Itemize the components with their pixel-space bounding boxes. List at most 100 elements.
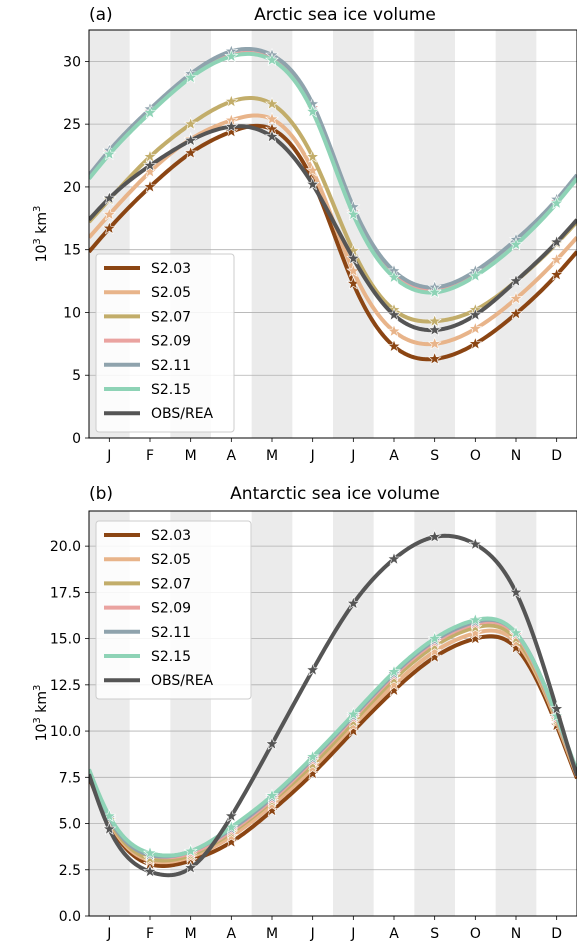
data-point-star — [427, 529, 442, 543]
panel-label: (b) — [89, 484, 113, 504]
data-point-star — [224, 119, 239, 133]
series-line — [89, 51, 577, 295]
data-point-star — [427, 322, 442, 337]
data-point-star — [102, 207, 117, 221]
data-point-star — [224, 808, 239, 823]
legend-label: S2.15 — [151, 382, 191, 398]
data-point-star — [508, 625, 524, 640]
data-point-star — [468, 625, 483, 640]
data-point-star — [264, 788, 280, 802]
x-tick-label: D — [551, 926, 562, 942]
x-tick-label: F — [146, 448, 154, 464]
data-point-star — [346, 251, 361, 265]
data-point-star — [468, 631, 483, 645]
x-tick-label: S — [430, 926, 439, 942]
data-point-star — [264, 129, 280, 143]
y-tick-label: 30 — [63, 54, 81, 70]
data-point-star — [508, 237, 524, 251]
legend: S2.03 S2.05 S2.07 S2.09 S2.11 S2.15 OBS/REA — [95, 520, 252, 700]
data-point-star — [386, 338, 402, 353]
x-tick-label: A — [389, 926, 399, 942]
data-point-star — [549, 234, 564, 249]
panel-label: (a) — [89, 5, 113, 25]
x-tick-label: D — [551, 448, 562, 464]
month-band — [414, 511, 455, 916]
y-tick-label: 15.0 — [50, 632, 81, 648]
data-point-star — [427, 631, 442, 645]
y-tick-label: 17.5 — [50, 585, 81, 601]
data-point-star — [305, 749, 320, 763]
series-line — [89, 124, 577, 333]
month-band — [251, 30, 293, 438]
data-point-star — [549, 267, 564, 281]
legend-label: S2.07 — [151, 576, 191, 592]
data-point-star — [102, 190, 117, 205]
x-tick-label: A — [227, 448, 237, 464]
legend-label: OBS/REA — [151, 406, 214, 422]
y-tick-label: 20 — [63, 180, 81, 196]
data-point-star — [264, 52, 280, 67]
x-tick-label: M — [185, 448, 197, 464]
data-point-star — [346, 207, 361, 221]
data-point-star — [468, 336, 483, 350]
x-tick-label: J — [310, 448, 315, 464]
legend-label: S2.09 — [151, 334, 191, 350]
y-tick-label: 10.0 — [50, 724, 81, 740]
data-point-star — [468, 268, 483, 283]
y-tick-label: 10 — [63, 305, 81, 321]
data-point-star — [386, 323, 402, 338]
data-point-star — [549, 252, 564, 266]
chart-panel-2: 0.0 2.5 5.0 7.5 10.0 12.5 15.0 17.5 20.0 J F M A M J J A… — [32, 484, 577, 942]
data-point-star — [305, 149, 320, 163]
data-point-star — [305, 104, 320, 118]
y-tick-label: 5 — [72, 368, 81, 384]
data-point-star — [508, 306, 524, 320]
chart-title: Antarctic sea ice volume — [230, 484, 440, 504]
data-point-star — [264, 96, 280, 111]
data-point-star — [102, 220, 117, 235]
data-point-star — [508, 585, 524, 599]
x-tick-label: F — [146, 926, 154, 942]
data-point-star — [549, 195, 564, 210]
series-line — [89, 634, 577, 868]
data-point-star — [468, 307, 483, 321]
y-tick-label: 20.0 — [50, 539, 81, 555]
data-point-star — [468, 612, 483, 627]
data-point-star — [142, 864, 158, 878]
x-tick-label: J — [310, 926, 315, 942]
data-point-star — [142, 105, 158, 119]
x-tick-label: O — [470, 448, 481, 464]
data-point-star — [142, 179, 158, 193]
y-tick-label: 12.5 — [50, 678, 81, 694]
x-tick-label: A — [389, 448, 399, 464]
data-point-star — [264, 111, 280, 126]
legend: S2.03 S2.05 S2.07 S2.09 S2.11 S2.15 OBS/REA — [95, 253, 235, 433]
chart-panel-1: 0 5 10 15 20 25 30 J F M A M J J A S O N D Arctic sea ice v… — [32, 5, 577, 464]
x-tick-label: O — [470, 926, 481, 942]
data-point-star — [183, 70, 198, 84]
data-point-star — [508, 273, 524, 288]
data-point-star — [305, 177, 320, 191]
data-point-star — [102, 821, 117, 836]
data-point-star — [142, 845, 158, 860]
data-point-star — [183, 860, 198, 874]
month-band — [414, 30, 455, 438]
legend-label: S2.03 — [151, 528, 191, 544]
legend-label: S2.15 — [151, 649, 191, 665]
y-tick-label: 15 — [63, 243, 81, 259]
legend-label: S2.07 — [151, 309, 191, 325]
y-tick-label: 25 — [63, 117, 81, 133]
legend-label: OBS/REA — [151, 673, 214, 689]
data-point-star — [346, 707, 361, 721]
x-tick-label: N — [511, 926, 521, 942]
y-axis-label: 103 km3 — [32, 685, 50, 742]
data-point-star — [183, 145, 198, 159]
data-point-star — [264, 736, 280, 750]
x-tick-label: M — [266, 448, 278, 464]
legend-label: S2.11 — [151, 358, 191, 374]
data-point-star — [427, 285, 442, 299]
x-tick-label: A — [227, 926, 237, 942]
axes-frame — [88, 510, 577, 917]
data-point-star — [427, 351, 442, 365]
